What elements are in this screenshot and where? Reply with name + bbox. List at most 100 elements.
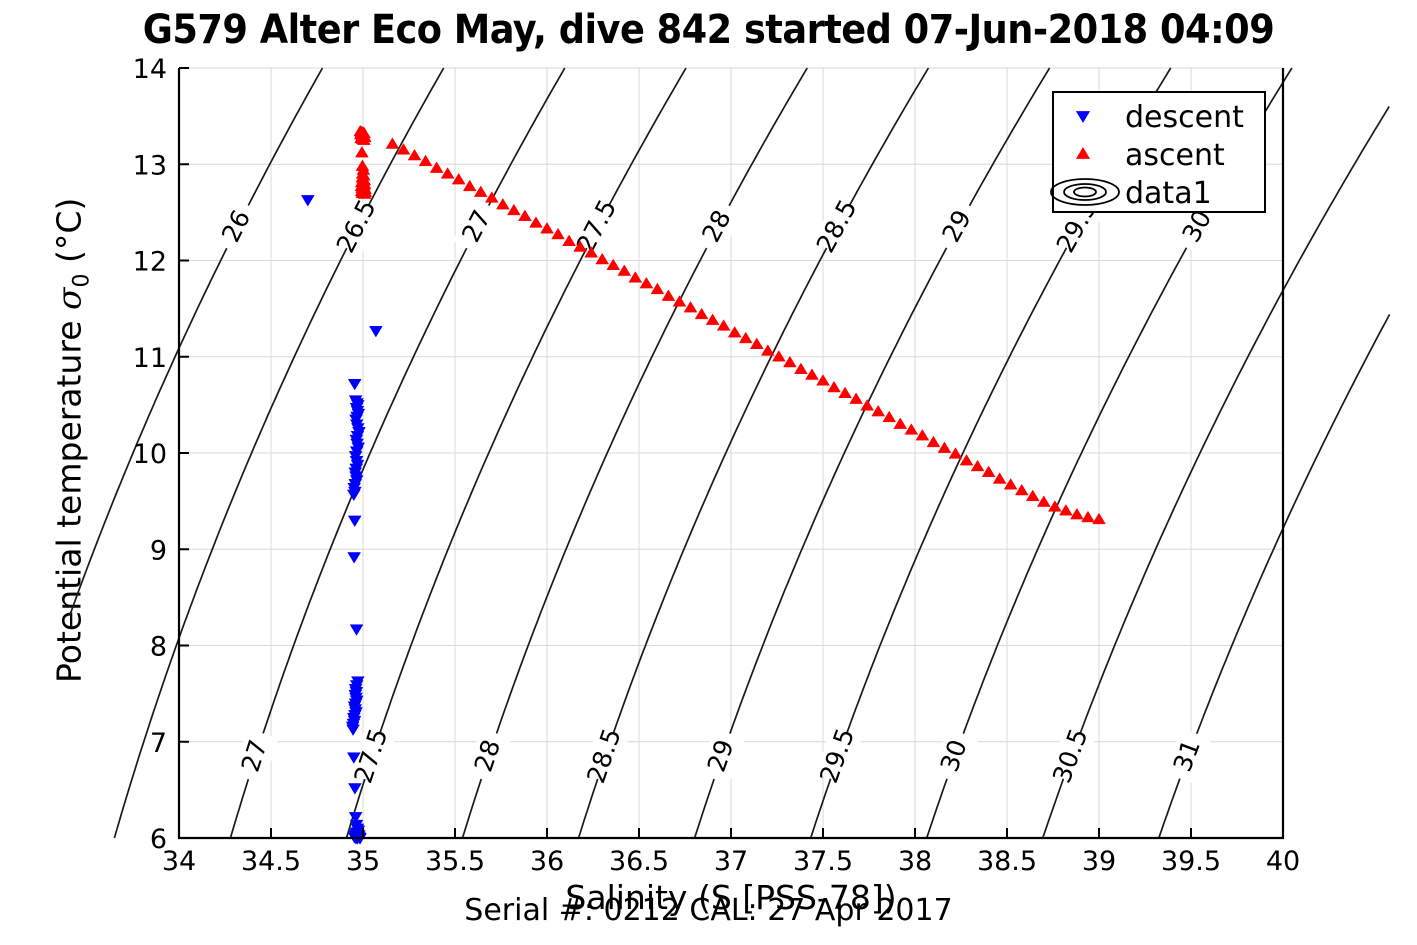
data-point xyxy=(1070,507,1084,520)
serial-cal-footnote: Serial #: 0212 CAL: 27 Apr 2017 xyxy=(464,893,953,928)
data-point xyxy=(816,374,830,386)
data-point xyxy=(661,289,676,301)
data-point xyxy=(347,552,362,564)
density-contour-26 xyxy=(69,67,324,615)
data-point xyxy=(355,146,369,158)
y-tick-label: 12 xyxy=(133,247,167,278)
y-tick-label: 6 xyxy=(150,824,167,855)
y-tick-label: 11 xyxy=(133,343,167,374)
data-point xyxy=(849,392,863,404)
contour-label-halo xyxy=(692,198,744,256)
data-point xyxy=(540,222,554,234)
data-point xyxy=(959,454,974,466)
data-point xyxy=(606,258,621,271)
contour-label-halo xyxy=(349,728,395,785)
x-tick-label: 35 xyxy=(346,846,380,877)
data-point xyxy=(937,441,952,453)
x-axis-label: Salinity (S [PSS-78]) xyxy=(565,878,897,917)
data-point xyxy=(838,386,852,399)
x-tick-label: 39.5 xyxy=(1161,846,1221,877)
contour-rings-icon-ring-1 xyxy=(1050,178,1120,206)
data-point xyxy=(1025,489,1040,502)
data-point xyxy=(926,435,941,448)
density-contour-28 xyxy=(461,67,808,839)
data-point xyxy=(346,724,360,736)
data-point xyxy=(1014,483,1029,496)
contour-label-halo xyxy=(582,728,629,785)
x-tick-label: 40 xyxy=(1266,846,1300,877)
data-point xyxy=(396,143,411,155)
axis-layer xyxy=(177,67,1285,840)
contour-label-halo xyxy=(1164,728,1212,785)
contour-label-halo xyxy=(452,198,503,256)
data-point xyxy=(893,417,908,429)
x-tick-label: 36.5 xyxy=(609,846,669,877)
data-point xyxy=(860,399,875,411)
data-point xyxy=(1059,504,1073,516)
data-point xyxy=(771,350,786,362)
legend-item-descent[interactable]: descent xyxy=(1075,100,1244,135)
data-point xyxy=(716,319,731,331)
triangle-down-icon xyxy=(1075,111,1091,123)
data-point xyxy=(727,326,742,338)
legend-item-data1[interactable]: data1 xyxy=(1050,176,1212,211)
data-point xyxy=(871,404,886,417)
data-point xyxy=(473,185,488,197)
data-point xyxy=(440,167,455,179)
data-point xyxy=(1081,510,1095,523)
tick-label-layer: 34 34.5 35 35.5 36 36.5 37 37.5 38 38.5 39 39.5 40 6 7… xyxy=(133,54,1301,877)
density-contour-28-5 xyxy=(577,67,930,839)
data-point xyxy=(705,313,720,325)
data-point xyxy=(882,410,897,423)
y-tick-label: 9 xyxy=(150,535,167,566)
contour-label-halo xyxy=(465,728,512,785)
y-tick-label: 10 xyxy=(133,439,167,470)
data-point xyxy=(948,447,963,459)
contour-label-halo xyxy=(332,198,383,256)
data-point xyxy=(357,187,372,199)
data-point xyxy=(347,378,362,391)
y-tick-label: 8 xyxy=(150,632,167,663)
data-point xyxy=(573,240,587,252)
x-tick-label: 37 xyxy=(714,846,748,877)
data-point xyxy=(346,489,361,502)
y-tick-label: 7 xyxy=(150,728,167,759)
density-contour-29 xyxy=(693,67,1051,839)
data-point xyxy=(348,783,362,795)
data-point xyxy=(584,246,599,258)
legend-item-ascent[interactable]: ascent xyxy=(1075,138,1225,173)
data-point xyxy=(529,216,543,228)
contour-rings-icon-ring-3 xyxy=(1073,186,1097,198)
data-point xyxy=(1047,500,1062,512)
density-contour-26-5 xyxy=(113,67,445,839)
data-point xyxy=(357,133,371,145)
data-point xyxy=(805,368,819,380)
contour-label-layer: 26 26.5 272727.527.5282828.528.5292929.529… xyxy=(212,195,1224,787)
x-tick-label: 34.5 xyxy=(241,846,301,877)
x-tick-label: 38.5 xyxy=(977,846,1037,877)
data-point xyxy=(407,148,422,161)
contour-label-halo xyxy=(572,198,624,256)
contour-label-halo xyxy=(815,728,862,785)
contour-label-halo xyxy=(698,728,745,785)
legend-label: data1 xyxy=(1125,176,1212,211)
data-point xyxy=(1036,495,1051,507)
data-point xyxy=(385,137,400,149)
data-point xyxy=(349,624,364,636)
contour-label-halo xyxy=(812,198,864,256)
density-contour-30-5 xyxy=(1041,106,1390,839)
x-tick-label: 34 xyxy=(162,846,196,877)
legend-label: ascent xyxy=(1125,138,1225,173)
data-point xyxy=(562,234,576,246)
data-point xyxy=(595,252,610,265)
data-point xyxy=(507,203,521,216)
x-tick-label: 35.5 xyxy=(425,846,485,877)
data-point xyxy=(827,380,841,393)
data-point xyxy=(617,264,632,276)
data-point xyxy=(1092,512,1106,525)
density-contour-27-5 xyxy=(345,67,687,839)
data-point xyxy=(628,271,643,283)
